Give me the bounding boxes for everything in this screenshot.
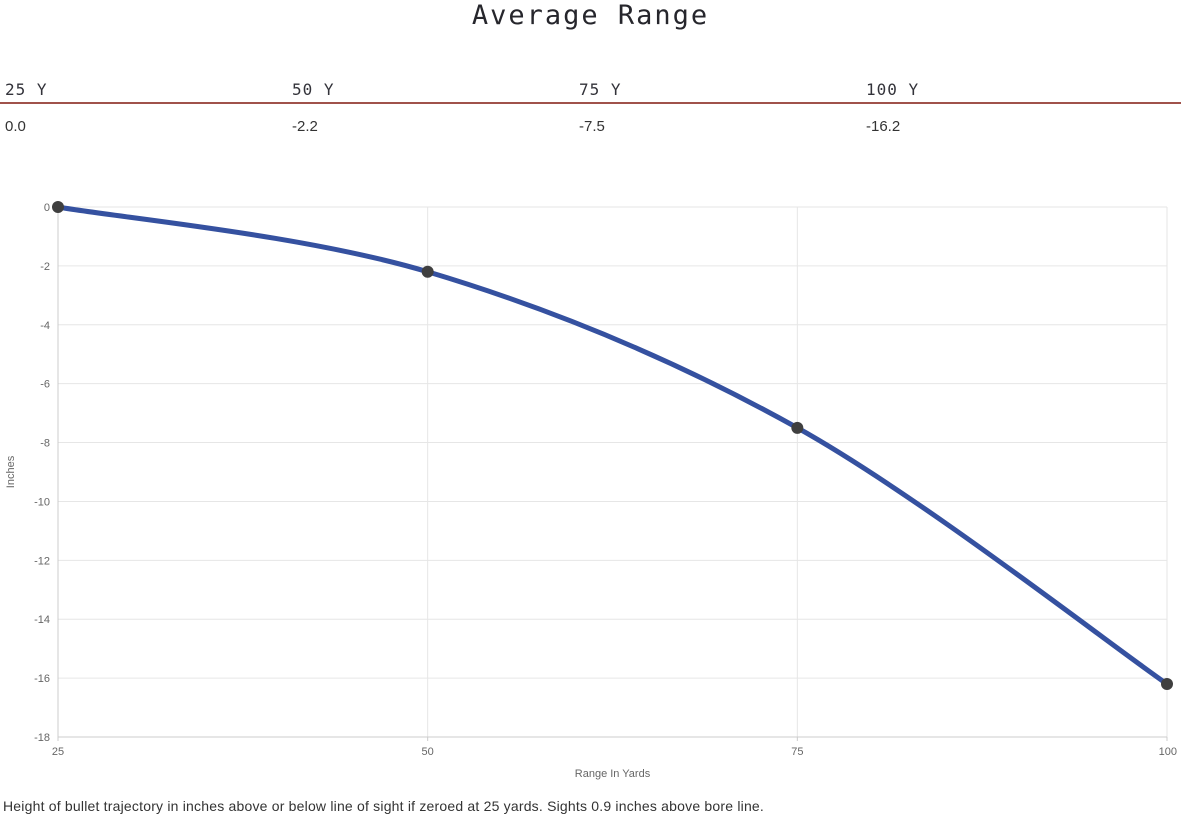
y-tick-label: -6 (40, 379, 50, 391)
summary-header-cell: 25 Y (5, 80, 48, 99)
data-point-50y[interactable] (421, 265, 434, 278)
data-point-25y[interactable] (52, 201, 64, 213)
summary-value-cell: -7.5 (579, 118, 605, 135)
y-tick-label: 0 (44, 202, 50, 214)
y-tick-label: -14 (34, 614, 50, 626)
x-axis-title: Range In Yards (575, 768, 651, 780)
y-tick-label: -16 (34, 673, 50, 685)
y-tick-label: -18 (34, 732, 50, 744)
page-title: Average Range (471, 0, 710, 31)
y-axis-title: Inches (5, 455, 17, 488)
range-summary-table: 25 Y 50 Y 75 Y 100 Y 0.0 -2.2 -7.5 -16.2 (0, 78, 1181, 137)
summary-value-cell: -16.2 (866, 118, 901, 135)
x-tick-label: 75 (791, 746, 803, 758)
y-tick-label: -4 (40, 320, 50, 332)
data-point-100y[interactable] (1161, 678, 1173, 690)
summary-value-cell: 0.0 (5, 118, 26, 135)
summary-header-cell: 75 Y (579, 80, 622, 99)
x-tick-label: 50 (422, 746, 434, 758)
summary-value-cell: -2.2 (292, 118, 318, 135)
y-tick-label: -12 (34, 555, 50, 567)
chart-caption: Height of bullet trajectory in inches ab… (3, 798, 765, 814)
x-tick-label: 100 (1159, 746, 1177, 758)
x-tick-label: 25 (52, 746, 64, 758)
data-point-75y[interactable] (791, 421, 804, 434)
y-tick-label: -2 (40, 261, 50, 273)
summary-header-cell: 100 Y (866, 80, 920, 99)
y-tick-label: -10 (34, 496, 50, 508)
series-line (55, 204, 1170, 687)
summary-header-cell: 50 Y (292, 80, 335, 99)
range-summary-values-row: 0.0 -2.2 -7.5 -16.2 (0, 104, 1181, 137)
range-summary-header-row: 25 Y 50 Y 75 Y 100 Y (0, 78, 1181, 104)
y-tick-label: -8 (40, 438, 50, 450)
